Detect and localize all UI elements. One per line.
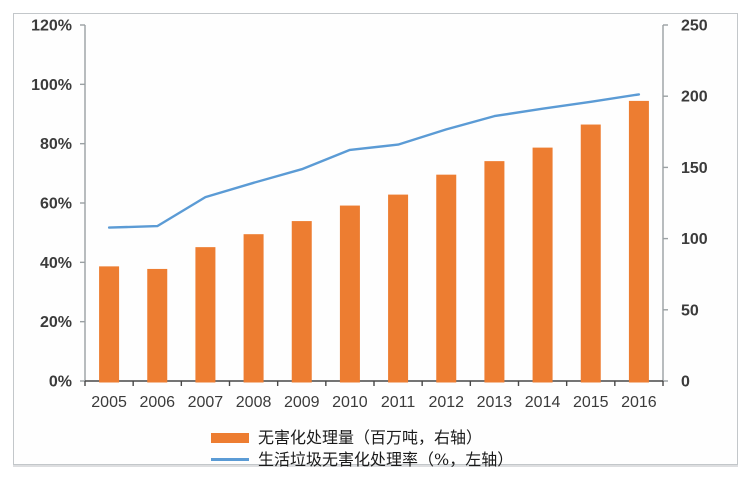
right-axis-tick-label: 150 (681, 160, 708, 177)
chart-legend: 无害化处理量（百万吨，右轴） 生活垃圾无害化处理率（%，左轴） (211, 428, 513, 469)
x-axis-category-label: 2015 (573, 394, 609, 411)
bar-2011 (388, 194, 409, 383)
bar-2016 (628, 100, 649, 383)
bar-series-label: 无害化处理量（百万吨，右轴） (258, 428, 483, 447)
bar-2010 (339, 205, 360, 383)
bar-2006 (147, 268, 168, 383)
bar-2005 (99, 266, 120, 383)
right-axis-tick-label: 100 (681, 231, 708, 248)
x-axis-category-label: 2012 (428, 394, 464, 411)
right-axis-tick-label: 250 (681, 18, 708, 35)
x-axis-category-label: 2005 (91, 394, 127, 411)
x-axis-category-label: 2016 (621, 394, 657, 411)
bar-2014 (532, 147, 553, 383)
legend-item-bar-series: 无害化处理量（百万吨，右轴） (211, 428, 513, 447)
bar-2015 (580, 124, 601, 383)
line-series-swatch-icon (211, 458, 249, 461)
left-axis-tick-label: 120% (31, 18, 72, 35)
x-axis-category-label: 2009 (284, 394, 320, 411)
right-axis-tick-label: 0 (681, 374, 690, 391)
bar-2007 (195, 247, 216, 383)
right-axis-tick-label: 50 (681, 302, 699, 319)
x-axis-category-label: 2014 (525, 394, 561, 411)
left-axis-tick-label: 40% (40, 255, 72, 272)
x-axis-category-label: 2008 (236, 394, 272, 411)
x-axis-category-label: 2007 (188, 394, 224, 411)
x-axis-category-label: 2013 (477, 394, 513, 411)
legend-item-line-series: 生活垃圾无害化处理率（%，左轴） (211, 450, 513, 469)
line-series-label: 生活垃圾无害化处理率（%，左轴） (258, 450, 514, 469)
bar-2012 (436, 174, 457, 383)
x-axis-category-label: 2011 (381, 394, 416, 411)
left-axis-tick-label: 100% (31, 77, 72, 94)
left-axis-tick-label: 80% (40, 136, 72, 153)
treatment-rate-line (107, 93, 641, 229)
left-axis-tick-label: 60% (40, 196, 72, 213)
chart-figure-border (13, 13, 738, 465)
left-axis-tick-label: 20% (40, 314, 72, 331)
bar-2013 (484, 161, 505, 383)
left-axis-tick-label: 0% (49, 374, 72, 391)
bar-series-swatch-icon (211, 432, 249, 443)
bar-2009 (291, 221, 312, 383)
x-axis-category-label: 2010 (332, 394, 368, 411)
right-axis-tick-label: 200 (681, 89, 708, 106)
bar-2008 (243, 234, 264, 383)
x-axis-category-label: 2006 (139, 394, 175, 411)
